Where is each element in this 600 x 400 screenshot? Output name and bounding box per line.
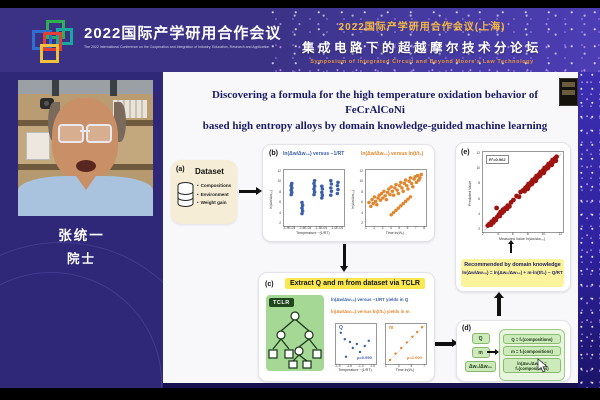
panel-d-label: (d) xyxy=(462,325,471,332)
chart-b-left: ln(Δw/Δw₀₀) 12 10 8 6 4 2 -1.9E-04 -1.6E-04 -1.… xyxy=(269,161,347,237)
conference-banner: 2022国际产学研用合作会议 The 2022 International Co… xyxy=(0,8,600,72)
panel-a-dataset: (a) Dataset CompositionsEnvironmentWeigh… xyxy=(171,160,237,224)
panel-b-orange-formula: ln(Δw/Δw₀₀) versus ln(t/t₀) xyxy=(361,151,424,157)
session-title-english: Symposium of Integrated Circuit and Beyo… xyxy=(310,59,534,65)
conference-logo-icon xyxy=(30,20,76,63)
chart-c-q: Q ρ=0.990 -1.9 -1.6 -1.3 -1.0 Temperature −… xyxy=(331,321,377,375)
recommended-title: Recommended by domain knowledge xyxy=(464,262,561,268)
panel-c-title: Extract Q and m from dataset via TCLR xyxy=(285,278,425,289)
session-title: 集成电路下的超越摩尔技术分论坛 xyxy=(301,41,542,55)
slide-title: Discovering a formula for the high tempe… xyxy=(197,88,553,134)
dataset-bullets: CompositionsEnvironmentWeight gain xyxy=(197,182,232,208)
conference-title: 2022国际产学研用合作会议 xyxy=(84,25,282,42)
slide-title-line1: Discovering a formula for the high tempe… xyxy=(211,89,538,117)
recommended-formula-box: Recommended by domain knowledge ln(Δw/Δw… xyxy=(461,259,564,287)
composition-formula-box: Q = f₁(compositions) m = f₂(compositions)… xyxy=(499,329,565,381)
r-squared-value: R²=0.962 xyxy=(486,155,509,164)
x-axis-label: Temperature −(1/RT) xyxy=(338,368,372,372)
panel-c-label: (c) xyxy=(265,281,274,288)
bottom-letterbox-bar xyxy=(0,388,600,400)
mouse-cursor xyxy=(537,358,548,373)
slide-title-line2: based high entropy alloys by domain know… xyxy=(202,119,548,132)
speaker-mouth xyxy=(76,160,96,172)
arrow-b-to-c xyxy=(340,244,348,272)
shared-screen: 2022国际产学研用合作会议 The 2022 International Co… xyxy=(0,8,600,388)
top-letterbox-bar xyxy=(0,0,600,8)
x-axis-ticks: -1.9 -1.6 -1.3 -1.0 xyxy=(335,364,375,368)
q-rho-value: ρ=0.990 xyxy=(357,355,372,360)
decorative-ring xyxy=(0,242,163,388)
presentation-slide: Discovering a formula for the high tempe… xyxy=(163,72,578,383)
shelf-bracket xyxy=(52,80,59,96)
panel-e-label: (e) xyxy=(461,149,470,156)
speaker-title: 院士 xyxy=(66,252,96,266)
dataset-heading: Dataset xyxy=(195,167,224,176)
q-label: Q xyxy=(339,325,343,331)
webcam-speaker-box xyxy=(40,98,54,109)
chart-e-parity: Predicted Value 12 10 8 6 4 2 R²=0.962 2 4 6 8 10… xyxy=(462,147,566,243)
conference-subtitle: The 2022 International Conference on the… xyxy=(84,45,270,49)
arrow-recommendation-to-plot xyxy=(507,240,514,253)
y-axis-ticks: 12 10 8 6 4 2 xyxy=(359,169,363,225)
y-axis-label: ln(Δw/Δw₀₀) xyxy=(269,189,273,209)
speaker-glasses xyxy=(58,124,112,143)
x-axis-label: Time ln(t/t₀) xyxy=(395,368,415,372)
y-axis-label: Predicted Value xyxy=(468,180,472,206)
arrow-params-to-formulas xyxy=(487,349,499,355)
binder xyxy=(26,132,50,160)
arrow-d-to-e xyxy=(493,292,504,316)
arrow-c-to-d xyxy=(435,339,458,347)
recommended-formula: ln(Δw/Δw₀₀) = ln(Δw₀/Δw₀₀) + m·ln(t/t₀) … xyxy=(462,270,563,275)
panel-b-label: (b) xyxy=(269,150,278,157)
y-axis-ticks: 12 10 8 6 4 2 xyxy=(277,169,281,225)
x-axis-label: Temperature −(1/RT) xyxy=(296,231,330,235)
speaker-video-tile[interactable] xyxy=(18,80,153,216)
tclr-tree-box: TCLR xyxy=(266,295,324,371)
x-axis-label: Time ln(t/t₀) xyxy=(385,231,405,235)
session-conference-name: 2022国际产学研用合作会议(上海) xyxy=(338,22,506,33)
tclr-orange-finding: ln(Δw/Δw₀₀) versus ln(t/t₀) yields in m xyxy=(331,309,410,314)
banner-sparkle-texture xyxy=(270,8,600,72)
panel-a-label: (a) xyxy=(176,166,185,173)
y-axis-label: ln(Δw/Δw₀₀) xyxy=(351,189,355,209)
panel-b-blue-formula: ln(Δw/Δw₀₀) versus −1/RT xyxy=(283,151,345,157)
panel-c-tclr-extraction: (c) Extract Q and m from dataset via TCL… xyxy=(258,272,435,382)
scatter-plot xyxy=(365,169,427,227)
m-label: m xyxy=(389,325,394,331)
scatter-plot xyxy=(335,323,377,365)
arrow-a-to-b xyxy=(239,187,262,195)
banner-left-block: 2022国际产学研用合作会议 The 2022 International Co… xyxy=(84,22,281,50)
banner-right-block: 2022国际产学研用合作会议(上海) 集成电路下的超越摩尔技术分论坛 Sympo… xyxy=(272,18,572,65)
x-axis-ticks: -1.9E-04 -1.6E-04 -1.3E-04 -1.0E-04 xyxy=(283,226,343,230)
banner-side-texture xyxy=(578,72,600,388)
panel-b-raw-correlations: (b) ln(Δw/Δw₀₀) versus −1/RT ln(Δw/Δw₀₀)… xyxy=(262,144,435,242)
m-rho-value: ρ=1.000 xyxy=(407,355,422,360)
x-axis-ticks: 2 4 6 8 10 12 xyxy=(482,232,562,236)
database-icon xyxy=(177,182,194,207)
speaker-sidebar: 张统一 院士 xyxy=(0,72,163,388)
tclr-badge: TCLR xyxy=(269,298,294,307)
tclr-blue-finding: ln(Δw/Δw₀₀) versus −1/RT yields in Q xyxy=(331,297,409,302)
y-axis-ticks: 12 10 8 6 4 2 xyxy=(476,151,480,231)
speaker-name: 张统一 xyxy=(58,228,105,243)
x-axis-label: Measured Value ln(Δw/Δw₀₀) xyxy=(498,237,546,241)
scatter-plot xyxy=(482,151,564,233)
scatter-plot xyxy=(385,323,427,365)
decision-tree-diagram xyxy=(268,311,322,369)
shelf-bracket xyxy=(110,80,117,96)
scatter-plot xyxy=(283,169,345,227)
slide-corner-thumbnail xyxy=(559,78,578,106)
speaker-name-block: 张统一 院士 xyxy=(0,224,163,267)
